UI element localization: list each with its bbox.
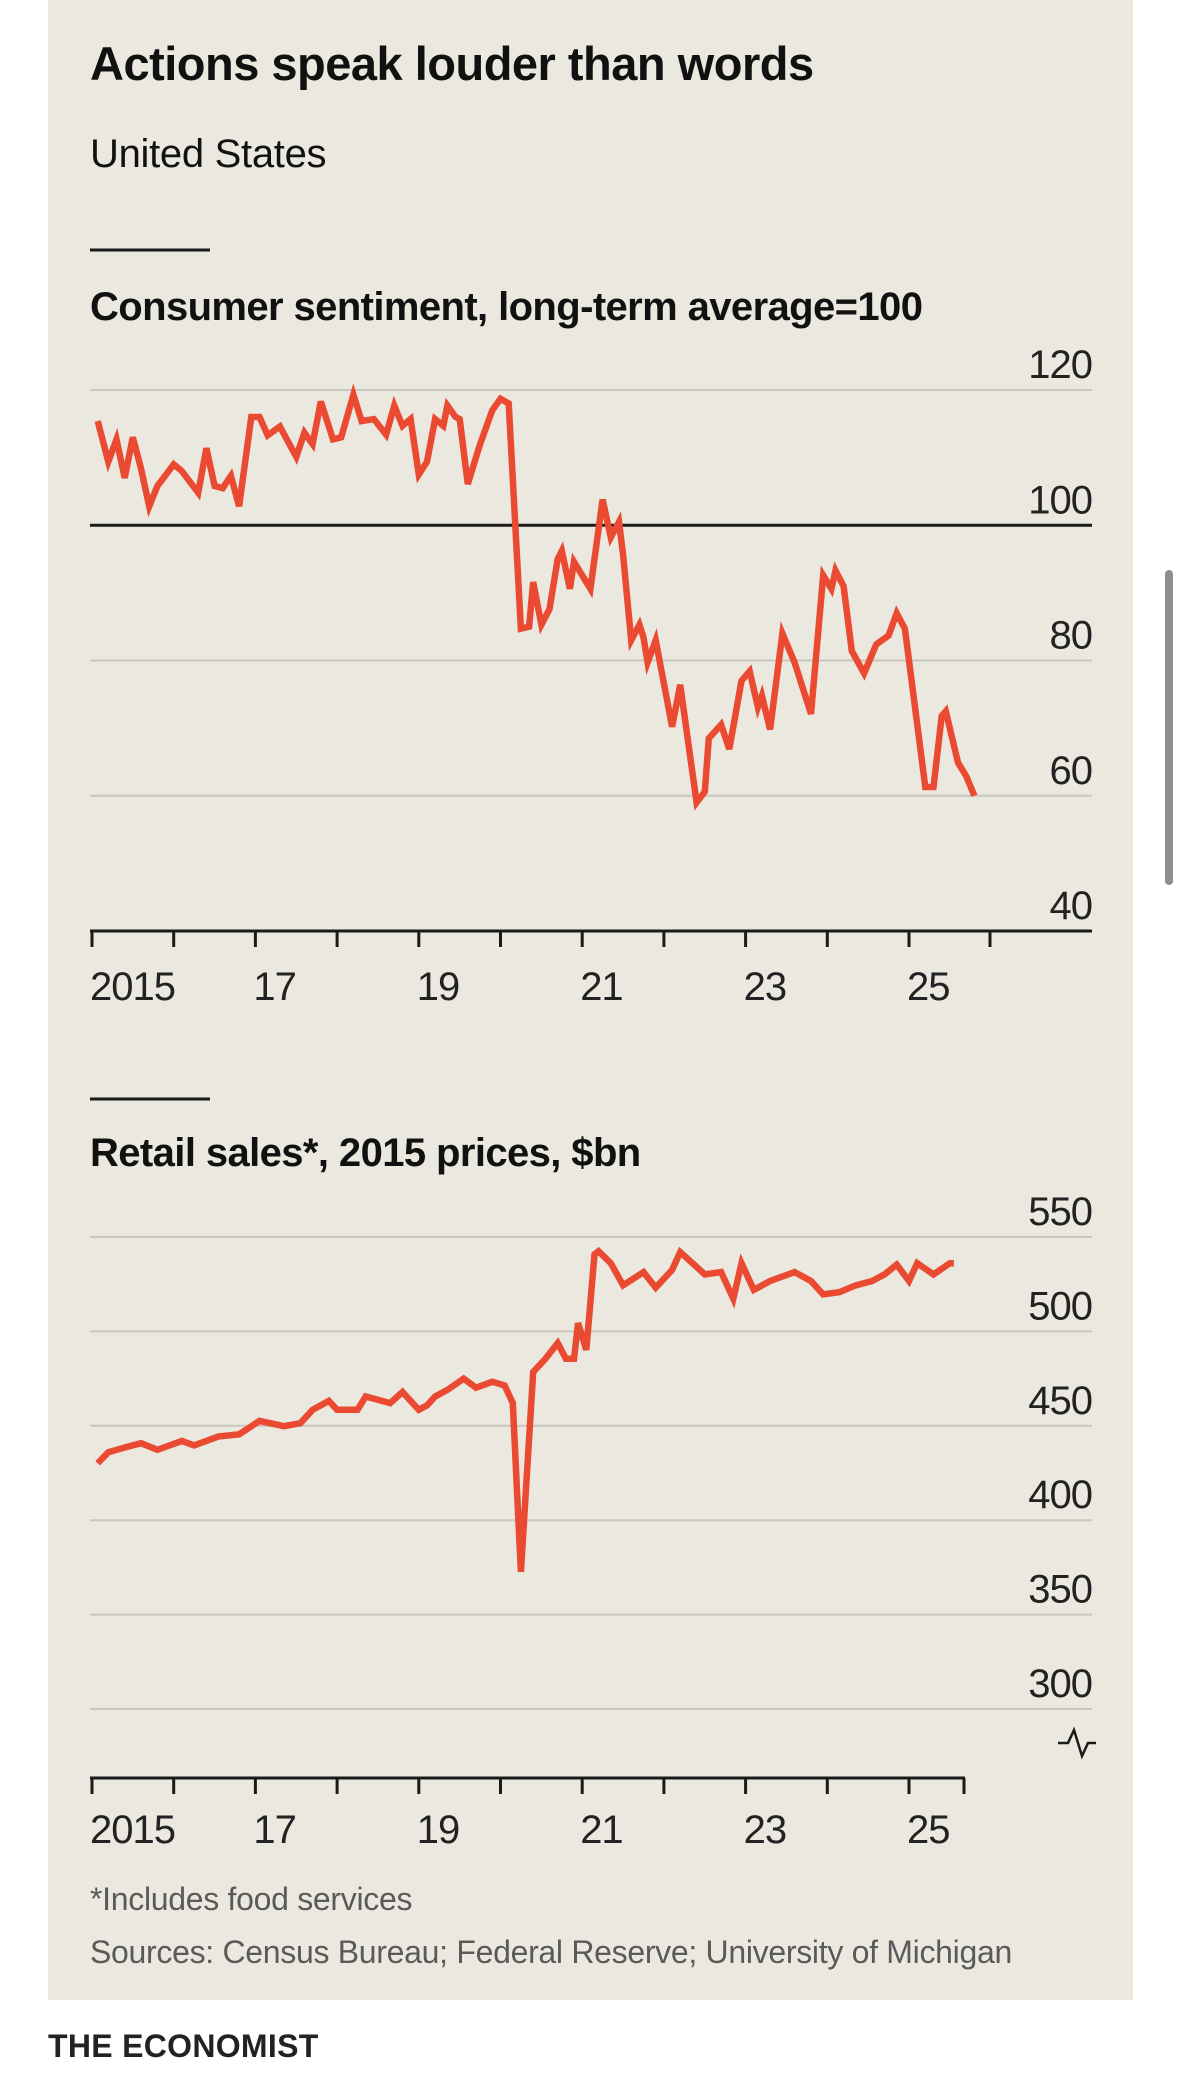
x-tick-label: 21 [580,965,623,1009]
retail-chart-title: Retail sales*, 2015 prices, $bn [90,1131,641,1175]
x-tick-label: 25 [907,965,950,1009]
sentiment-chart: 120 100 80 60 40 2015 17 19 21 23 25 [90,343,1093,1009]
y-tick-label: 350 [1028,1568,1092,1612]
y-tick-label: 100 [1028,478,1092,522]
footnote: *Includes food services [90,1881,412,1917]
chart-subtitle: United States [90,132,326,176]
brand-logo-text: THE ECONOMIST [48,2028,319,2064]
y-tick-label: 300 [1028,1662,1092,1706]
x-tick-label: 17 [253,1808,296,1852]
sources: Sources: Census Bureau; Federal Reserve;… [90,1934,1012,1970]
y-tick-label: 450 [1028,1379,1092,1423]
axis-break-icon [1058,1726,1096,1760]
retail-chart: 550 500 450 400 350 300 2015 17 19 21 23 25 [90,1190,1096,1852]
y-tick-label: 80 [1050,614,1093,658]
sentiment-chart-title: Consumer sentiment, long-term average=10… [90,285,922,329]
y-tick-label: 400 [1028,1473,1092,1517]
chart-title: Actions speak louder than words [90,37,814,90]
x-tick-label: 19 [417,1808,460,1852]
y-tick-label: 550 [1028,1190,1092,1234]
x-tick-label: 23 [744,965,787,1009]
series-line [95,1246,954,1573]
y-tick-label: 60 [1050,749,1093,793]
x-tick-label: 2015 [90,1808,175,1852]
y-tick-label: 500 [1028,1284,1092,1328]
chart-panel [48,0,1133,2000]
x-tick-label: 21 [580,1808,623,1852]
x-tick-label: 19 [417,965,460,1009]
x-tick-label: 25 [907,1808,950,1852]
y-tick-label: 120 [1028,343,1092,387]
y-tick-label: 40 [1050,884,1093,928]
x-tick-label: 2015 [90,965,175,1009]
x-tick-label: 23 [744,1808,787,1852]
series-line [94,383,978,811]
scrollbar[interactable] [1165,570,1173,885]
x-tick-label: 17 [253,965,296,1009]
